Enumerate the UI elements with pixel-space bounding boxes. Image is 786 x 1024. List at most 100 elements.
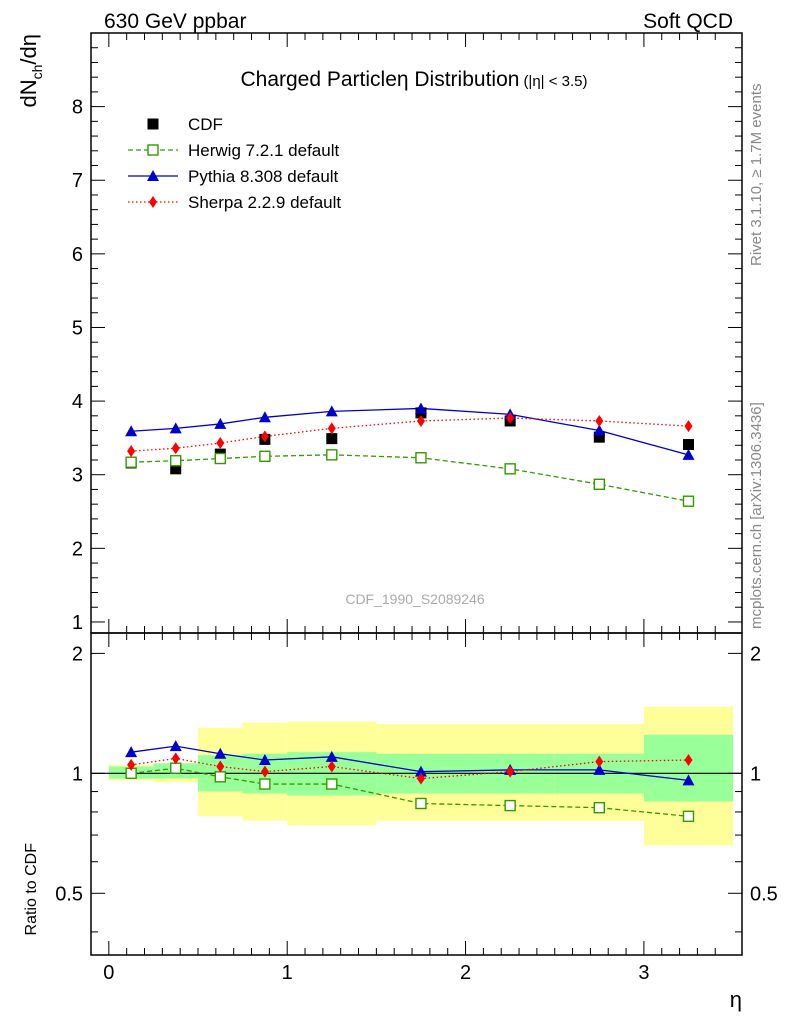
sherpa-point (595, 414, 604, 427)
herwig-ratio-point (259, 778, 271, 790)
legend-label-cdf: CDF (188, 115, 223, 134)
sherpa-ratio-point (216, 760, 225, 773)
y-tick-label: 6 (72, 244, 83, 266)
pythia-point (682, 448, 695, 460)
herwig-ratio-point (326, 778, 338, 790)
herwig-point (259, 450, 271, 463)
y-tick-label: 4 (72, 391, 83, 413)
ratio-band-inner (643, 734, 734, 802)
ratio-y-tick-label: 1 (72, 763, 83, 785)
header-right: Soft QCD (643, 10, 733, 33)
sherpa-ratio-point (595, 755, 604, 768)
pythia-ratio-point (593, 763, 606, 775)
herwig-point (682, 495, 695, 507)
main-panel: 1 2 3 4 5 6 7 8 (72, 32, 743, 634)
sherpa-ratio-line (131, 757, 689, 780)
y-axis-label: dNch/dη (16, 34, 45, 108)
x-axis-label: η (730, 987, 742, 1012)
sherpa-ratio-point (171, 752, 180, 765)
pythia-point (325, 405, 338, 417)
sherpa-point (171, 442, 180, 455)
sherpa-point (416, 414, 425, 427)
legend-label-pythia: Pythia 8.308 default (188, 167, 339, 186)
herwig-ratio-point (214, 771, 227, 783)
y-tick-label: 7 (72, 170, 83, 192)
pythia-point (169, 422, 182, 434)
pythia-ratio-point (125, 746, 138, 758)
y-tick-label: 3 (72, 465, 83, 487)
legend-label-sherpa: Sherpa 2.2.9 default (188, 193, 341, 212)
ratio-y-tick-label-right: 0.5 (750, 883, 778, 905)
herwig-point (415, 452, 427, 464)
herwig-point (214, 452, 227, 465)
herwig-point (504, 463, 516, 475)
pythia-point (258, 411, 271, 423)
x-tick-label: 3 (638, 962, 649, 984)
cdf-point (682, 439, 694, 451)
sherpa-point (684, 420, 693, 433)
pythia-ratio-point (214, 747, 227, 759)
herwig-ratio-point (682, 810, 695, 823)
sherpa-ratio-point (684, 754, 693, 767)
pythia-point (414, 402, 427, 414)
herwig-ratio-point (593, 801, 606, 814)
sherpa-point (127, 445, 136, 458)
legend-pythia-marker (147, 170, 159, 181)
x-tick-label: 1 (282, 962, 293, 984)
cdf-point (593, 431, 605, 443)
chart-title-main: Charged Particleη Distribution (240, 68, 519, 91)
ratio-y-tick-label-right: 1 (750, 763, 761, 785)
sherpa-ratio-point (327, 760, 336, 773)
analysis-watermark: CDF_1990_S2089246 (345, 591, 485, 607)
ratio-y-tick-label: 0.5 (55, 883, 83, 905)
herwig-point (326, 449, 338, 461)
herwig-ratio-point (170, 762, 182, 774)
rivet-label: Rivet 3.1.10, ≥ 1.7M events (748, 84, 765, 267)
y-tick-label: 2 (72, 538, 83, 560)
x-tick-label: 2 (460, 962, 471, 984)
cdf-point (326, 433, 338, 445)
y-axis-label-main: dN (16, 79, 41, 107)
ratio-panel: 0 1 2 3 0.5 0.5 1 1 2 2 (55, 632, 778, 984)
sherpa-point (260, 430, 269, 443)
pythia-ratio-point (258, 754, 271, 766)
pythia-ratio-point (682, 774, 695, 786)
sherpa-ratio-point (127, 758, 136, 771)
y-tick-label: 1 (72, 612, 83, 634)
y-tick-label: 5 (72, 317, 83, 339)
sherpa-point (506, 412, 515, 425)
x-tick-label: 0 (103, 962, 114, 984)
mcplots-label: mcplots.cern.ch [arXiv:1306.3436] (748, 402, 765, 629)
sherpa-ratio-point (416, 772, 425, 785)
header-left: 630 GeV ppbar (104, 10, 246, 33)
legend: CDF Herwig 7.2.1 default Pythia 8.308 defa… (128, 115, 341, 212)
herwig-point (593, 478, 606, 490)
pythia-point (214, 417, 227, 429)
ratio-y-tick-label: 2 (72, 643, 83, 665)
y-tick-label: 8 (72, 97, 83, 119)
legend-cdf-marker (147, 118, 159, 130)
ratio-y-axis-label: Ratio to CDF (23, 843, 40, 936)
legend-label-herwig: Herwig 7.2.1 default (188, 141, 339, 160)
legend-herwig-marker (147, 144, 159, 156)
pythia-ratio-point (169, 740, 182, 752)
legend-sherpa-marker (149, 196, 157, 208)
sherpa-line (131, 417, 689, 452)
y-axis-label-sub: ch (29, 65, 45, 80)
cdf-point (170, 463, 182, 475)
pythia-point (593, 424, 606, 436)
pythia-ratio-point (325, 750, 338, 762)
pythia-ratio-point (414, 765, 427, 777)
sherpa-point (327, 422, 336, 435)
ratio-frame (90, 632, 743, 956)
sherpa-point (216, 437, 225, 450)
ratio-y-tick-label-right: 2 (750, 643, 761, 665)
pythia-point (125, 425, 138, 437)
herwig-ratio-point (415, 797, 427, 810)
sherpa-ratio-point (260, 765, 269, 778)
herwig-ratio-point (504, 799, 516, 812)
y-axis-label-tail: /dη (16, 34, 41, 65)
chart-title: Charged Particleη Distribution (|η| < 3.5… (240, 68, 587, 91)
herwig-point (125, 456, 137, 468)
